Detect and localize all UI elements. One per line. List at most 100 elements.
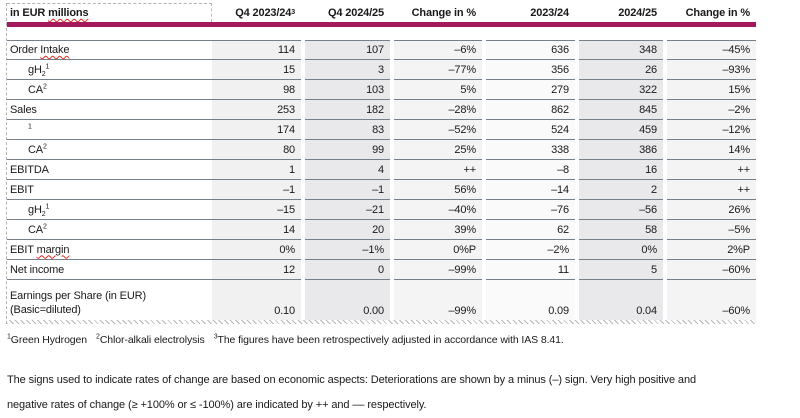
cell-value: 15% (667, 80, 756, 100)
column-gutter (301, 200, 305, 220)
column-gutter (575, 140, 579, 160)
column-gutter (390, 260, 394, 280)
column-header-label: 2024/25 (618, 6, 657, 19)
column-gutter (575, 240, 579, 260)
cell-value: –12% (667, 120, 756, 140)
cell-value: 174 (212, 120, 301, 140)
row-label: Net income (7, 260, 212, 280)
column-gutter (390, 120, 394, 140)
change-sign-note: The signs used to indicate rates of chan… (7, 368, 800, 418)
row-label: EBIT margin (7, 240, 212, 260)
footnote: 1Green Hydrogen (7, 333, 88, 347)
cell-value: 636 (486, 40, 575, 60)
row-label-text: CA2 (28, 142, 47, 156)
cell-value: 338 (486, 140, 575, 160)
column-header-label: Q4 2023/24 (235, 6, 292, 19)
unit-label: in EUR millions (7, 3, 212, 22)
row-label-text: Sales (10, 103, 37, 116)
row-label-text: gH21 (28, 202, 50, 218)
table-row: Net income 12 0 –99% 11 5 –60% (7, 260, 756, 280)
column-gutter (575, 200, 579, 220)
cell-value: 862 (486, 100, 575, 120)
table-header-row: in EUR millions Q4 2023/24 3 Q4 2024/25 Cha… (7, 3, 756, 22)
row-label: Sales (7, 100, 212, 120)
column-header: 2023/24 (486, 3, 575, 22)
cell-value: ++ (667, 160, 756, 180)
cell-value: 5% (394, 80, 482, 100)
column-header: Q4 2024/25 (305, 3, 390, 22)
column-gutter (575, 280, 579, 320)
cell-value: 4 (305, 160, 390, 180)
column-gutter (482, 120, 486, 140)
column-header-label: Q4 2024/25 (328, 6, 384, 19)
header-accent-bar (7, 22, 756, 27)
cell-value: –14 (486, 180, 575, 200)
cell-value: –8 (486, 160, 575, 180)
column-header: Q4 2023/24 3 (235, 6, 295, 19)
row-label-text: EBIT (10, 183, 34, 196)
row-label-text: CA2 (28, 82, 47, 96)
column-gutter (482, 60, 486, 80)
note-line-2: negative rates of change (≥ +100% or ≤ -… (7, 399, 427, 411)
column-gutter (301, 60, 305, 80)
column-gutter (575, 3, 579, 22)
column-gutter (663, 260, 667, 280)
footnote-ref: 1 (45, 62, 50, 70)
cell-value: –5% (667, 220, 756, 240)
column-header-label: Change in % (411, 6, 477, 19)
table-row: gH21 –15 –21 –40% –76 –56 26% (7, 200, 756, 220)
row-label-text: Net income (10, 263, 65, 276)
cell-value: 2%P (667, 240, 756, 260)
cell-value: 39% (394, 220, 482, 240)
row-label-text: EBIT margin (10, 243, 70, 256)
row-label: CA2 (7, 80, 212, 100)
cell-value: 14% (667, 140, 756, 160)
cell-value: 80 (212, 140, 301, 160)
cell-value: 114 (212, 40, 301, 60)
column-gutter (482, 40, 486, 60)
cell-value: –21 (305, 200, 390, 220)
column-gutter (663, 120, 667, 140)
table-row: CA2 80 99 25% 338 386 14% (7, 140, 756, 160)
note-line-1: The signs used to indicate rates of chan… (7, 374, 696, 386)
column-gutter (663, 180, 667, 200)
column-gutter (575, 220, 579, 240)
cell-value: –60% (667, 260, 756, 280)
column-header: Change in % (667, 3, 756, 22)
column-gutter (575, 100, 579, 120)
row-label: CA2 (7, 140, 212, 160)
footnotes: 1Green Hydrogen 2Chlor-alkali electrolysi… (7, 333, 800, 347)
table-row: CA2 98 103 5% 279 322 15% (7, 80, 756, 100)
column-gutter (575, 260, 579, 280)
table-row: CA2 14 20 39% 62 58 –5% (7, 220, 756, 240)
cell-value: 348 (579, 40, 663, 60)
column-gutter (575, 40, 579, 60)
footnote: 3The figures have been retrospectively a… (213, 333, 564, 347)
column-gutter (390, 220, 394, 240)
column-gutter (482, 180, 486, 200)
table-row: EBITDA 1 4 ++ –8 16 ++ (7, 160, 756, 180)
column-gutter (301, 120, 305, 140)
column-gutter (390, 3, 394, 22)
table-row: gH21 15 3 –77% 356 26 –93% (7, 60, 756, 80)
column-gutter (390, 60, 394, 80)
table-row: EBIT margin 0% –1% 0%P –2% 0% 2%P (7, 240, 756, 260)
cell-value: 14 (212, 220, 301, 240)
column-gutter (390, 240, 394, 260)
cell-value: 58 (579, 220, 663, 240)
label-subscript: 2 (41, 210, 46, 218)
column-gutter (663, 240, 667, 260)
column-gutter (301, 260, 305, 280)
table-row: Earnings per Share (in EUR) (Basic=dilute… (7, 280, 756, 320)
row-label-text: Earnings per Share (in EUR) (Basic=dilute… (10, 290, 146, 316)
cell-value: 253 (212, 100, 301, 120)
footnote-marker: 2 (96, 333, 100, 341)
cell-value: –1% (305, 240, 390, 260)
column-gutter (390, 80, 394, 100)
cell-value: 98 (212, 80, 301, 100)
column-gutter (575, 80, 579, 100)
row-label: gH21 (7, 200, 212, 220)
column-header-label: Change in % (685, 6, 751, 19)
cell-value: 107 (305, 40, 390, 60)
